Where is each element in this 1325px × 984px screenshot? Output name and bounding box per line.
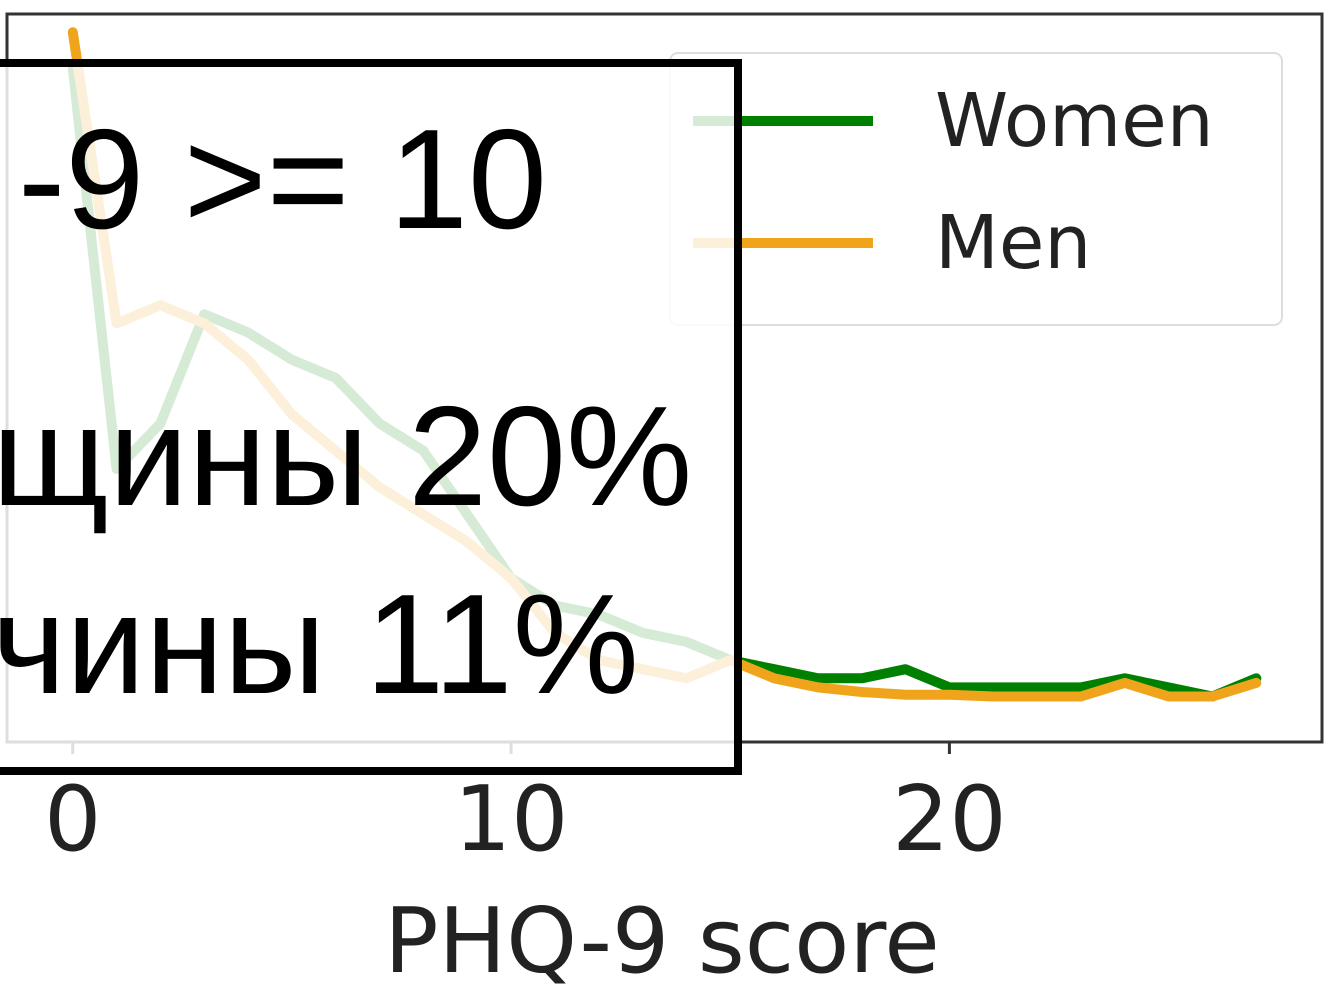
legend: Women Men	[669, 52, 1283, 326]
x-tick-label-10: 10	[454, 767, 569, 872]
overlay-line-women: щины 20%	[0, 377, 692, 536]
annotation-overlay: -9 >= 10 щины 20% чины 11%	[0, 59, 742, 775]
legend-label-men: Men	[935, 200, 1091, 286]
legend-label-women: Women	[935, 78, 1214, 164]
x-axis-ticks: 0 10 20	[44, 742, 1007, 872]
x-tick-label-20: 20	[892, 767, 1007, 872]
overlay-panel	[0, 59, 742, 775]
overlay-line-threshold: -9 >= 10	[18, 100, 547, 259]
x-axis-label: PHQ-9 score	[384, 889, 939, 984]
x-tick-label-0: 0	[44, 767, 101, 872]
overlay-line-men: чины 11%	[0, 565, 639, 724]
